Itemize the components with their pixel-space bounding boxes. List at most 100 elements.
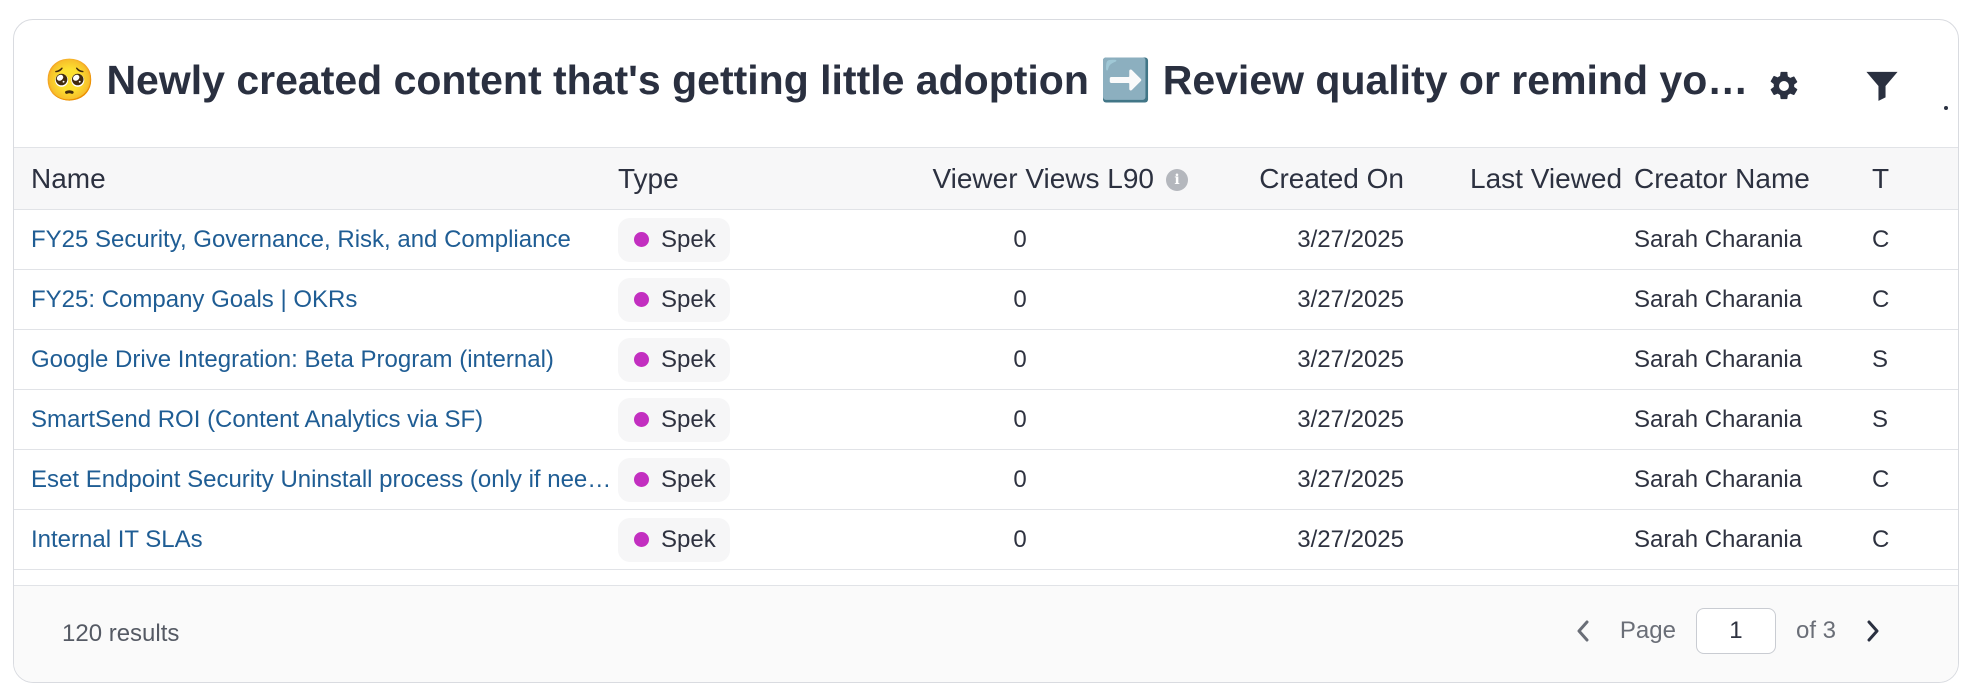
type-badge: Spek [618, 397, 730, 442]
column-header-created-on[interactable]: Created On [1202, 147, 1404, 210]
viewer-views-label: Viewer Views L90 [932, 162, 1154, 194]
table-row[interactable]: FY25 Security, Governance, Risk, and Com… [14, 209, 1958, 270]
cell-truncated: S [1872, 329, 1958, 390]
cell-type: Spek [618, 389, 878, 450]
type-label: Spek [661, 225, 716, 253]
cell-last-viewed [1404, 449, 1632, 510]
table-row[interactable]: Eset Endpoint Security Uninstall process… [14, 449, 1958, 510]
cell-truncated: C [1872, 509, 1958, 570]
type-dot-icon [634, 292, 649, 307]
report-card: 🥺 Newly created content that's getting l… [13, 19, 1959, 683]
cell-created-on: 3/27/2025 [1202, 509, 1404, 570]
info-icon[interactable]: i [1166, 169, 1188, 192]
report-title: 🥺 Newly created content that's getting l… [44, 57, 1754, 103]
table-footer: 120 results Page of 3 [14, 585, 1958, 682]
pagination: Page of 3 [1566, 608, 1890, 654]
cell-name: FY25 Security, Governance, Risk, and Com… [14, 209, 618, 270]
column-header-truncated[interactable]: T [1872, 147, 1958, 210]
type-dot-icon [634, 472, 649, 487]
cell-viewer-views: 0 [878, 269, 1202, 330]
column-header-viewer-views[interactable]: Viewer Views L90 i [878, 147, 1202, 210]
type-badge: Spek [618, 217, 730, 262]
more-options-icon[interactable] [1944, 106, 1948, 110]
cell-created-on: 3/27/2025 [1202, 389, 1404, 450]
cell-created-on: 3/27/2025 [1202, 329, 1404, 390]
type-label: Spek [661, 285, 716, 313]
table-row[interactable]: Google Drive Integration: Beta Program (… [14, 329, 1958, 390]
cell-creator-name: Sarah Charania [1632, 509, 1872, 570]
cell-created-on: 3/27/2025 [1202, 269, 1404, 330]
cell-creator-name: Sarah Charania [1632, 209, 1872, 270]
content-name-link[interactable]: Google Drive Integration: Beta Program (… [31, 345, 554, 373]
content-name-link[interactable]: Eset Endpoint Security Uninstall process… [31, 465, 618, 493]
cell-truncated: S [1872, 389, 1958, 450]
page-total-label: of 3 [1795, 617, 1836, 644]
cell-name: Google Drive Integration: Beta Program (… [14, 329, 618, 390]
gear-icon[interactable] [1762, 64, 1806, 108]
type-dot-icon [634, 232, 649, 247]
cell-last-viewed [1404, 389, 1632, 450]
cell-type: Spek [618, 269, 878, 330]
filter-icon[interactable] [1860, 64, 1904, 108]
cell-last-viewed [1404, 209, 1632, 270]
table-row[interactable]: Internal IT SLAs Spek 0 3/27/2025 Sarah Char… [14, 509, 1958, 570]
cell-name: Internal IT SLAs [14, 509, 618, 570]
type-badge: Spek [618, 517, 730, 562]
cell-viewer-views: 0 [878, 509, 1202, 570]
cell-type: Spek [618, 209, 878, 270]
cell-creator-name: Sarah Charania [1632, 329, 1872, 390]
column-header-name[interactable]: Name [14, 147, 618, 210]
cell-last-viewed [1404, 329, 1632, 390]
page-number-input[interactable] [1695, 608, 1776, 654]
cell-type: Spek [618, 509, 878, 570]
chevron-left-icon[interactable] [1566, 611, 1600, 651]
type-dot-icon [634, 412, 649, 427]
cell-type: Spek [618, 449, 878, 510]
chevron-left-svg [1577, 620, 1589, 642]
column-header-last-viewed[interactable]: Last Viewed [1404, 147, 1632, 210]
type-badge: Spek [618, 337, 730, 382]
results-table: Name Type Viewer Views L90 i Created On L… [14, 147, 1958, 579]
cell-created-on: 3/27/2025 [1202, 209, 1404, 270]
column-header-type[interactable]: Type [618, 147, 878, 210]
cell-truncated: C [1872, 209, 1958, 270]
page-label: Page [1619, 617, 1676, 644]
cell-truncated: C [1872, 269, 1958, 330]
content-name-link[interactable]: FY25 Security, Governance, Risk, and Com… [31, 225, 571, 253]
cell-viewer-views: 0 [878, 449, 1202, 510]
cell-creator-name: Sarah Charania [1632, 269, 1872, 330]
chevron-right-icon[interactable] [1856, 611, 1890, 651]
content-name-link[interactable]: FY25: Company Goals | OKRs [31, 285, 358, 313]
cell-created-on: 3/27/2025 [1202, 449, 1404, 510]
type-label: Spek [661, 465, 716, 493]
type-badge: Spek [618, 277, 730, 322]
cell-creator-name: Sarah Charania [1632, 449, 1872, 510]
type-label: Spek [661, 525, 716, 553]
cell-creator-name: Sarah Charania [1632, 389, 1872, 450]
type-badge: Spek [618, 457, 730, 502]
table-row[interactable]: FY25: Company Goals | OKRs Spek 0 3/27/2025… [14, 269, 1958, 330]
type-dot-icon [634, 532, 649, 547]
type-dot-icon [634, 352, 649, 367]
cell-name: Eset Endpoint Security Uninstall process… [14, 449, 618, 510]
table-header-row: Name Type Viewer Views L90 i Created On L… [14, 147, 1958, 210]
cell-last-viewed [1404, 269, 1632, 330]
cell-last-viewed [1404, 509, 1632, 570]
type-label: Spek [661, 345, 716, 373]
table-row[interactable]: SmartSend ROI (Content Analytics via SF)… [14, 389, 1958, 450]
column-header-creator-name[interactable]: Creator Name [1632, 147, 1872, 210]
cell-viewer-views: 0 [878, 389, 1202, 450]
chevron-right-svg [1867, 620, 1879, 642]
cell-viewer-views: 0 [878, 209, 1202, 270]
cell-viewer-views: 0 [878, 329, 1202, 390]
type-label: Spek [661, 405, 716, 433]
cell-truncated: C [1872, 449, 1958, 510]
cell-name: FY25: Company Goals | OKRs [14, 269, 618, 330]
results-count: 120 results [62, 620, 180, 647]
content-name-link[interactable]: Internal IT SLAs [31, 525, 203, 553]
content-name-link[interactable]: SmartSend ROI (Content Analytics via SF) [31, 405, 484, 433]
card-header: 🥺 Newly created content that's getting l… [14, 20, 1958, 147]
filter-icon-svg [1866, 71, 1898, 101]
cell-type: Spek [618, 329, 878, 390]
cell-name: SmartSend ROI (Content Analytics via SF) [14, 389, 618, 450]
